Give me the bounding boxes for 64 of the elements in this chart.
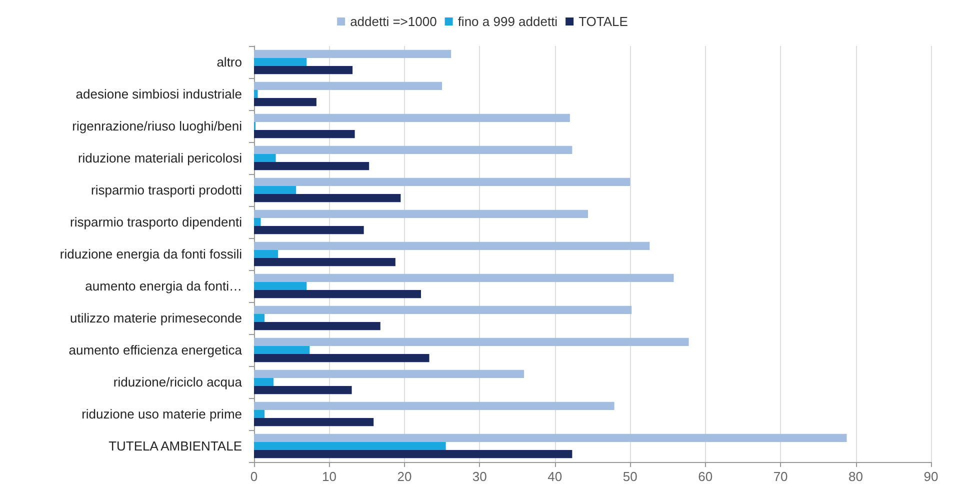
legend-label: TOTALE — [578, 14, 628, 29]
bar — [254, 242, 650, 250]
bar — [254, 290, 421, 298]
x-tick-label: 0 — [250, 469, 258, 484]
bar — [254, 130, 355, 138]
bar — [254, 58, 307, 66]
bar — [254, 90, 258, 98]
x-tick-label: 80 — [848, 469, 864, 484]
bar — [254, 418, 374, 426]
bar — [254, 322, 380, 330]
x-tick-label: 60 — [698, 469, 713, 484]
bar — [254, 218, 261, 226]
bar — [254, 194, 401, 202]
x-tick-label: 90 — [924, 469, 938, 484]
bar — [254, 66, 353, 74]
bar — [254, 82, 442, 90]
bar — [254, 186, 296, 194]
y-tick-label: riduzione uso materie prime — [82, 406, 242, 422]
bar — [254, 434, 847, 442]
bar — [254, 114, 570, 122]
y-tick-label: adesione simbiosi industriale — [76, 86, 242, 102]
bar — [254, 146, 572, 154]
y-tick-label: riduzione/riciclo acqua — [113, 374, 243, 390]
x-tick-label: 10 — [322, 469, 336, 484]
bar — [254, 306, 632, 314]
bar — [254, 258, 396, 266]
x-tick-label: 50 — [622, 469, 638, 484]
x-tick-label: 70 — [773, 469, 788, 484]
y-tick-label: risparmio trasporto dipendenti — [70, 214, 242, 230]
bar — [254, 378, 274, 386]
y-tick-label: risparmio trasporti prodotti — [91, 182, 242, 198]
x-tick-label: 40 — [548, 469, 562, 484]
bar — [254, 210, 588, 218]
y-tick-label: riduzione materiali pericolosi — [78, 150, 242, 166]
bar — [254, 98, 316, 106]
bar — [254, 402, 614, 410]
bar — [254, 450, 572, 458]
bar — [254, 442, 446, 450]
bar — [254, 410, 265, 418]
legend-label: addetti =>1000 — [350, 14, 437, 29]
bar — [254, 370, 524, 378]
bar — [254, 282, 307, 290]
bar — [254, 250, 278, 258]
y-tick-label: altro — [216, 54, 242, 70]
bar — [254, 178, 630, 186]
bar — [254, 338, 689, 346]
y-tick-label: TUTELA AMBIENTALE — [108, 438, 242, 454]
y-tick-label: utilizzo materie primeseconde — [70, 310, 242, 326]
x-tick-label: 20 — [397, 469, 412, 484]
bar — [254, 386, 352, 394]
bar — [254, 226, 364, 234]
y-tick-label: aumento energia da fonti… — [85, 278, 242, 294]
y-tick-label: aumento efficienza energetica — [68, 342, 243, 358]
bar — [254, 50, 452, 58]
bar — [254, 154, 276, 162]
x-tick-label: 30 — [472, 469, 487, 484]
y-tick-label: rigenrazione/riuso luoghi/beni — [72, 118, 242, 134]
bar — [254, 346, 310, 354]
bar — [254, 354, 430, 362]
bar — [254, 314, 265, 322]
legend-label: fino a 999 addetti — [458, 14, 558, 29]
y-tick-label: riduzione energia da fonti fossili — [60, 246, 242, 262]
bar — [254, 274, 674, 282]
bar — [254, 162, 370, 170]
